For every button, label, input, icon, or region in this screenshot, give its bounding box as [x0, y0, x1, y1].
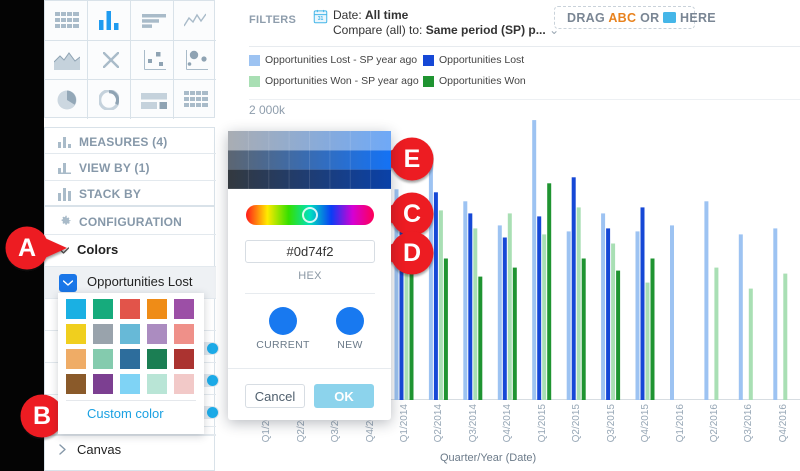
svg-text:A: A [18, 234, 36, 262]
svg-text:E: E [404, 145, 421, 173]
svg-text:D: D [403, 239, 421, 267]
svg-text:B: B [33, 402, 51, 430]
svg-text:C: C [403, 200, 421, 228]
svg-text:31: 31 [318, 16, 324, 22]
